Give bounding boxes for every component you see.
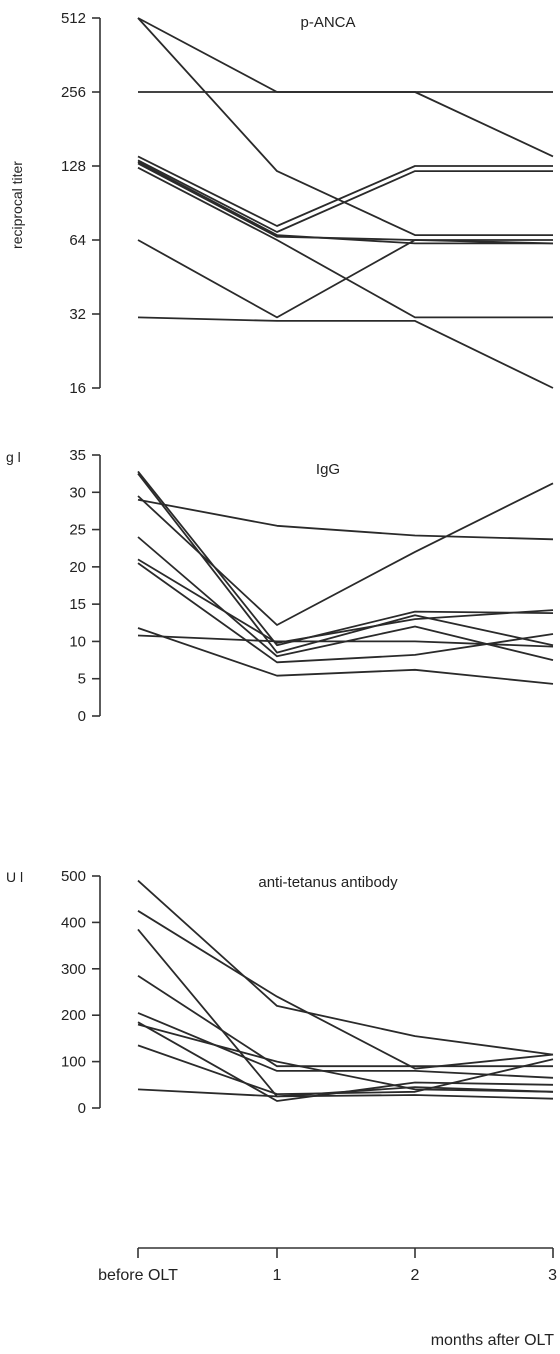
panel-p-anca-plot: 16 32 64 128 256 512	[61, 10, 554, 397]
x-tick-label: 3	[548, 1267, 557, 1284]
y-tick-label: 256	[61, 84, 86, 101]
y-tick-label: 0	[78, 708, 86, 725]
series-line-8	[137, 239, 554, 319]
series-line-5	[137, 1012, 554, 1079]
series-line-10	[137, 161, 553, 245]
y-tick-label: 0	[78, 1100, 86, 1117]
panel-p-anca-title: p-ANCA	[300, 14, 355, 31]
series-line-3	[137, 470, 554, 647]
series-line-2	[137, 498, 554, 541]
y-tick-label: 5	[78, 671, 86, 688]
series-line-1	[137, 879, 554, 1056]
y-tick-label: 400	[61, 914, 86, 931]
y-tick-label: 20	[69, 559, 86, 576]
series-line-9	[137, 316, 554, 389]
series-line-4	[137, 975, 553, 1068]
y-tick-label: 15	[69, 596, 86, 613]
panel-anti-tetanus-plot: 0 100 200 300 400 500	[61, 868, 554, 1117]
x-axis-title: months after OLT	[431, 1332, 555, 1349]
panel-p-anca-ylabel: reciprocal titer	[9, 161, 25, 249]
y-tick-label: 35	[69, 447, 86, 464]
y-tick-label: 16	[69, 380, 86, 397]
series-line-2	[137, 17, 553, 237]
series-line-4	[137, 473, 554, 654]
panel-igg-plot: 0 5 10 15 20 25 30 35	[69, 447, 554, 725]
y-tick-label: 100	[61, 1054, 86, 1071]
y-tick-label: 32	[69, 306, 86, 323]
y-tick-label: 25	[69, 522, 86, 539]
x-tick-label: 2	[411, 1267, 420, 1284]
y-tick-label: 200	[61, 1007, 86, 1024]
series-line-6	[137, 1021, 554, 1102]
series-line-9	[137, 634, 554, 648]
series-line-1	[137, 482, 554, 626]
y-tick-label: 128	[61, 158, 86, 175]
shared-x-axis: months after OLT before OLT 1 2 3	[98, 1247, 557, 1349]
series-line-8	[137, 627, 554, 685]
panel-p-anca: p-ANCA reciprocal titer 16 32 64 128 256 512	[9, 10, 554, 397]
y-tick-label: 30	[69, 484, 86, 501]
series-line-6	[137, 558, 554, 644]
panel-igg-unit: g l	[6, 449, 21, 465]
series-line-2	[137, 910, 554, 1070]
x-tick-label: 1	[273, 1267, 282, 1284]
series-line-8	[137, 1044, 554, 1095]
y-tick-label: 300	[61, 961, 86, 978]
panel-anti-tetanus: anti-tetanus antibody U l 0 100 200 300 400 5…	[6, 868, 554, 1117]
panel-anti-tetanus-title: anti-tetanus antibody	[258, 874, 398, 891]
series-line-7	[137, 1023, 554, 1093]
panel-igg-title: IgG	[316, 461, 340, 478]
y-tick-label: 10	[69, 633, 86, 650]
series-line-9	[137, 1088, 554, 1100]
series-line-5	[137, 159, 553, 233]
panel-igg: IgG g l 0 5 10 15 20 25 30 35	[6, 447, 554, 725]
y-tick-label: 512	[61, 10, 86, 27]
x-tick-label: before OLT	[98, 1267, 178, 1284]
series-line-4	[137, 155, 553, 227]
y-tick-label: 64	[69, 232, 86, 249]
y-tick-label: 500	[61, 868, 86, 885]
panel-anti-tetanus-unit: U l	[6, 869, 23, 885]
